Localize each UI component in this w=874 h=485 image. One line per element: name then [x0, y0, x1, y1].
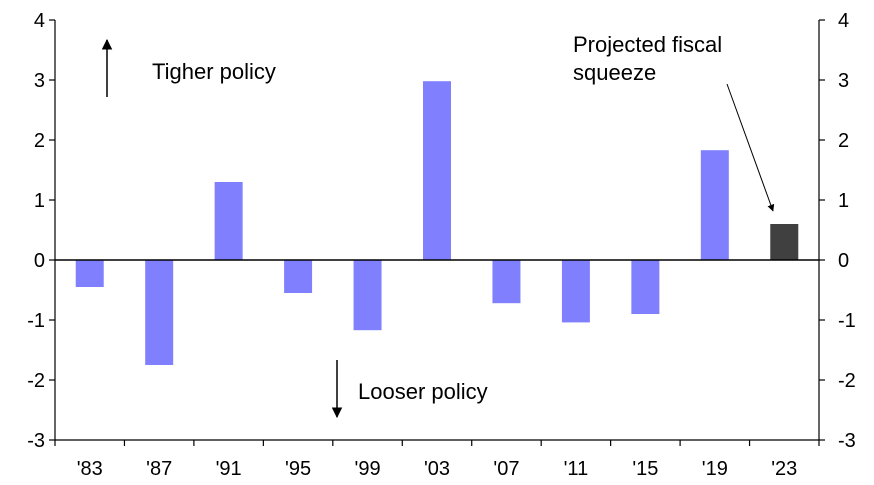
x-tick-label: '19: [702, 458, 728, 480]
bar: [770, 224, 799, 260]
bar: [75, 260, 104, 287]
right-y-tick-label: -3: [838, 430, 856, 452]
x-tick-label: '23: [771, 458, 797, 480]
x-tick-label: '99: [355, 458, 381, 480]
projected-squeeze-label: squeeze: [573, 60, 656, 85]
x-ticks: '83 '87 '91 '95 '99 '03 '07 '11 '15 '19 '23: [54, 440, 820, 480]
bar: [284, 260, 313, 293]
bar: [561, 260, 590, 323]
left-y-tick-label: -3: [27, 430, 45, 452]
right-y-tick-label: 1: [838, 190, 849, 212]
x-tick-label: '91: [216, 458, 242, 480]
bar: [423, 81, 451, 260]
projected-squeeze-arrow: [726, 83, 775, 212]
right-y-tick-label: -1: [838, 310, 856, 332]
looser-policy-label: Looser policy: [358, 379, 488, 404]
x-tick-label: '03: [424, 458, 450, 480]
tighter-policy-label: Tigher policy: [152, 59, 276, 84]
left-y-tick-label: 4: [34, 10, 45, 32]
bar: [353, 260, 382, 331]
right-y-ticks: 4 3 2 1 0 -1 -2 -3: [819, 10, 856, 452]
bar: [700, 150, 729, 260]
right-y-tick-label: 4: [838, 10, 849, 32]
x-tick-label: '11: [564, 458, 589, 480]
x-tick-label: '83: [77, 458, 103, 480]
projected-fiscal-label: Projected fiscal: [573, 32, 722, 57]
bars-group: [75, 81, 799, 365]
left-y-tick-label: 0: [34, 250, 45, 272]
left-y-tick-label: -1: [27, 310, 45, 332]
x-tick-label: '95: [285, 458, 311, 480]
right-y-tick-label: 3: [838, 70, 849, 92]
bar: [145, 260, 174, 365]
right-y-tick-label: 0: [838, 250, 849, 272]
left-y-ticks: 4 3 2 1 0 -1 -2 -3: [27, 10, 55, 452]
bar: [214, 182, 243, 260]
left-y-tick-label: 1: [34, 190, 45, 212]
x-tick-label: '87: [146, 458, 172, 480]
left-y-tick-label: 3: [34, 70, 45, 92]
bar: [492, 260, 521, 304]
left-y-tick-label: 2: [34, 130, 45, 152]
bar: [631, 260, 660, 314]
right-y-tick-label: -2: [838, 370, 856, 392]
right-y-tick-label: 2: [838, 130, 849, 152]
x-tick-label: '15: [632, 458, 658, 480]
left-y-tick-label: -2: [27, 370, 45, 392]
x-tick-label: '07: [493, 458, 519, 480]
